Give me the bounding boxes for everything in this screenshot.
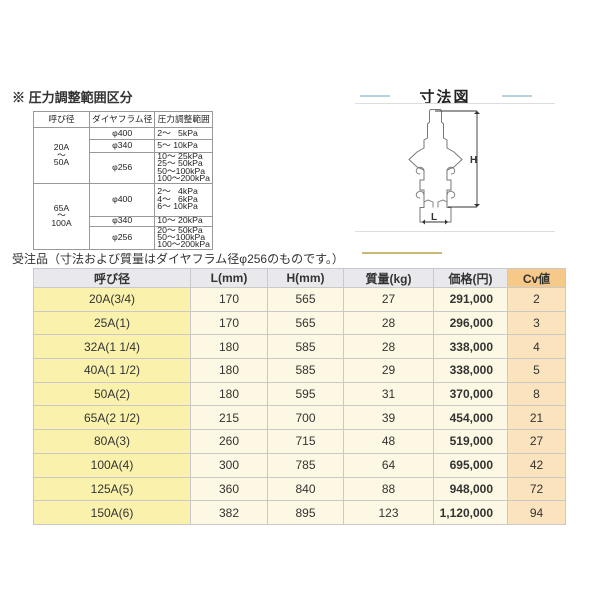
- svg-text:L: L: [431, 212, 437, 223]
- svg-text:H: H: [470, 155, 477, 166]
